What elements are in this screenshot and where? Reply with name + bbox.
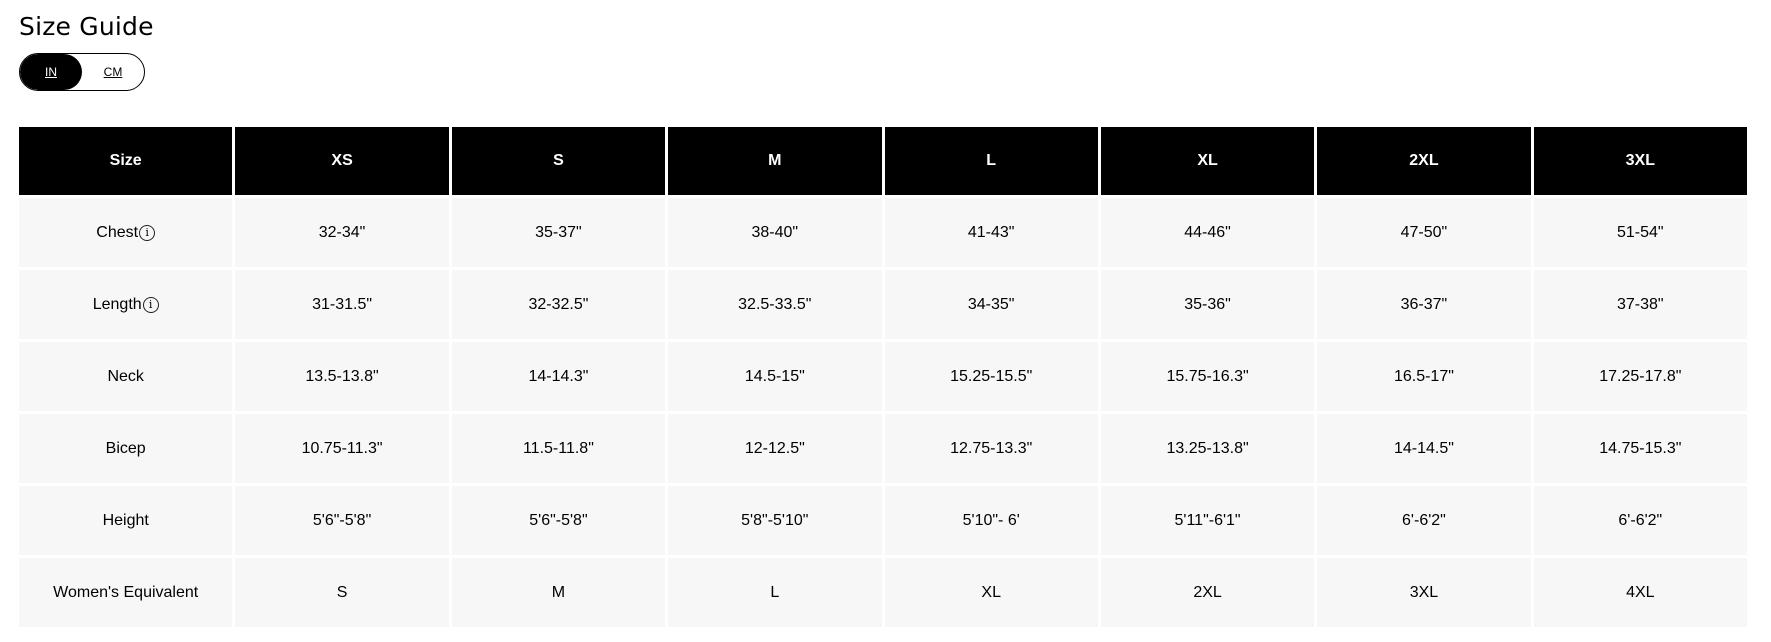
table-cell: 6'-6'2" bbox=[1533, 486, 1747, 555]
table-cell: 35-36" bbox=[1100, 270, 1315, 339]
row-label-cell: Neck bbox=[19, 342, 233, 411]
column-header: XS bbox=[235, 127, 449, 195]
row-label: Women's Equivalent bbox=[53, 583, 199, 601]
table-cell: 32-34" bbox=[235, 198, 449, 267]
table-cell: 47-50" bbox=[1317, 198, 1531, 267]
table-row: Neck 13.5-13.8" 14-14.3" 14.5-15" 15.25-15.5… bbox=[19, 342, 1747, 411]
column-header: XL bbox=[1100, 127, 1315, 195]
table-cell: 16.5-17" bbox=[1317, 342, 1531, 411]
table-cell: 10.75-11.3" bbox=[235, 414, 449, 483]
table-cell: 38-40" bbox=[668, 198, 882, 267]
unit-option-in[interactable]: IN bbox=[20, 54, 82, 90]
table-cell: 5'6"-5'8" bbox=[235, 486, 449, 555]
column-header: 2XL bbox=[1317, 127, 1531, 195]
table-cell: 17.25-17.8" bbox=[1533, 342, 1747, 411]
table-cell: 31-31.5" bbox=[235, 270, 449, 339]
row-label: Bicep bbox=[105, 439, 146, 457]
row-label-cell: Chest i bbox=[19, 198, 233, 267]
table-cell: S bbox=[235, 558, 449, 627]
table-cell: XL bbox=[884, 558, 1098, 627]
table-cell: 6'-6'2" bbox=[1317, 486, 1531, 555]
table-row: Women's Equivalent S M L XL 2XL 3XL 4XL bbox=[19, 558, 1747, 627]
table-cell: 14-14.3" bbox=[451, 342, 666, 411]
row-label-cell: Length i bbox=[19, 270, 233, 339]
table-cell: 5'10"- 6' bbox=[884, 486, 1098, 555]
table-cell: 36-37" bbox=[1317, 270, 1531, 339]
table-row: Bicep 10.75-11.3" 11.5-11.8" 12-12.5" 12.75-… bbox=[19, 414, 1747, 483]
unit-option-cm[interactable]: CM bbox=[103, 65, 123, 79]
column-header: S bbox=[451, 127, 666, 195]
table-cell: 37-38" bbox=[1533, 270, 1747, 339]
row-label: Chest bbox=[96, 223, 139, 241]
table-cell: 12.75-13.3" bbox=[884, 414, 1098, 483]
table-cell: M bbox=[451, 558, 666, 627]
table-cell: 4XL bbox=[1533, 558, 1747, 627]
table-cell: 2XL bbox=[1100, 558, 1315, 627]
size-table: Size XS S M L XL 2XL 3XL Chest i 32-34" 35-37" 38-4… bbox=[16, 124, 1750, 630]
unit-toggle[interactable]: IN CM bbox=[19, 53, 145, 91]
table-cell: 32-32.5" bbox=[451, 270, 666, 339]
table-cell: 44-46" bbox=[1100, 198, 1315, 267]
table-cell: 14.5-15" bbox=[668, 342, 882, 411]
table-cell: 41-43" bbox=[884, 198, 1098, 267]
table-row: Height 5'6"-5'8" 5'6"-5'8" 5'8"-5'10" 5'10"-… bbox=[19, 486, 1747, 555]
table-cell: 13.5-13.8" bbox=[235, 342, 449, 411]
page-title: Size Guide bbox=[19, 12, 154, 41]
table-cell: 14.75-15.3" bbox=[1533, 414, 1747, 483]
table-cell: 3XL bbox=[1317, 558, 1531, 627]
table-cell: L bbox=[668, 558, 882, 627]
table-cell: 51-54" bbox=[1533, 198, 1747, 267]
table-cell: 32.5-33.5" bbox=[668, 270, 882, 339]
table-cell: 5'6"-5'8" bbox=[451, 486, 666, 555]
row-label-cell: Bicep bbox=[19, 414, 233, 483]
column-header: M bbox=[668, 127, 882, 195]
table-cell: 15.25-15.5" bbox=[884, 342, 1098, 411]
table-row: Length i 31-31.5" 32-32.5" 32.5-33.5" 34-35" 3… bbox=[19, 270, 1747, 339]
row-label-cell: Women's Equivalent bbox=[19, 558, 233, 627]
table-cell: 5'8"-5'10" bbox=[668, 486, 882, 555]
row-label: Neck bbox=[107, 367, 144, 385]
info-icon[interactable]: i bbox=[142, 296, 159, 313]
table-row: Chest i 32-34" 35-37" 38-40" 41-43" 44-46" 47-5… bbox=[19, 198, 1747, 267]
table-cell: 13.25-13.8" bbox=[1100, 414, 1315, 483]
table-cell: 35-37" bbox=[451, 198, 666, 267]
column-header: 3XL bbox=[1533, 127, 1747, 195]
table-cell: 11.5-11.8" bbox=[451, 414, 666, 483]
row-label: Height bbox=[102, 511, 149, 529]
column-header: L bbox=[884, 127, 1098, 195]
row-label-cell: Height bbox=[19, 486, 233, 555]
table-cell: 15.75-16.3" bbox=[1100, 342, 1315, 411]
table-cell: 12-12.5" bbox=[668, 414, 882, 483]
row-label: Length bbox=[92, 295, 142, 313]
info-icon[interactable]: i bbox=[139, 224, 156, 241]
table-cell: 34-35" bbox=[884, 270, 1098, 339]
table-header-row: Size XS S M L XL 2XL 3XL bbox=[19, 127, 1747, 195]
table-cell: 14-14.5" bbox=[1317, 414, 1531, 483]
column-header: Size bbox=[19, 127, 233, 195]
table-cell: 5'11"-6'1" bbox=[1100, 486, 1315, 555]
